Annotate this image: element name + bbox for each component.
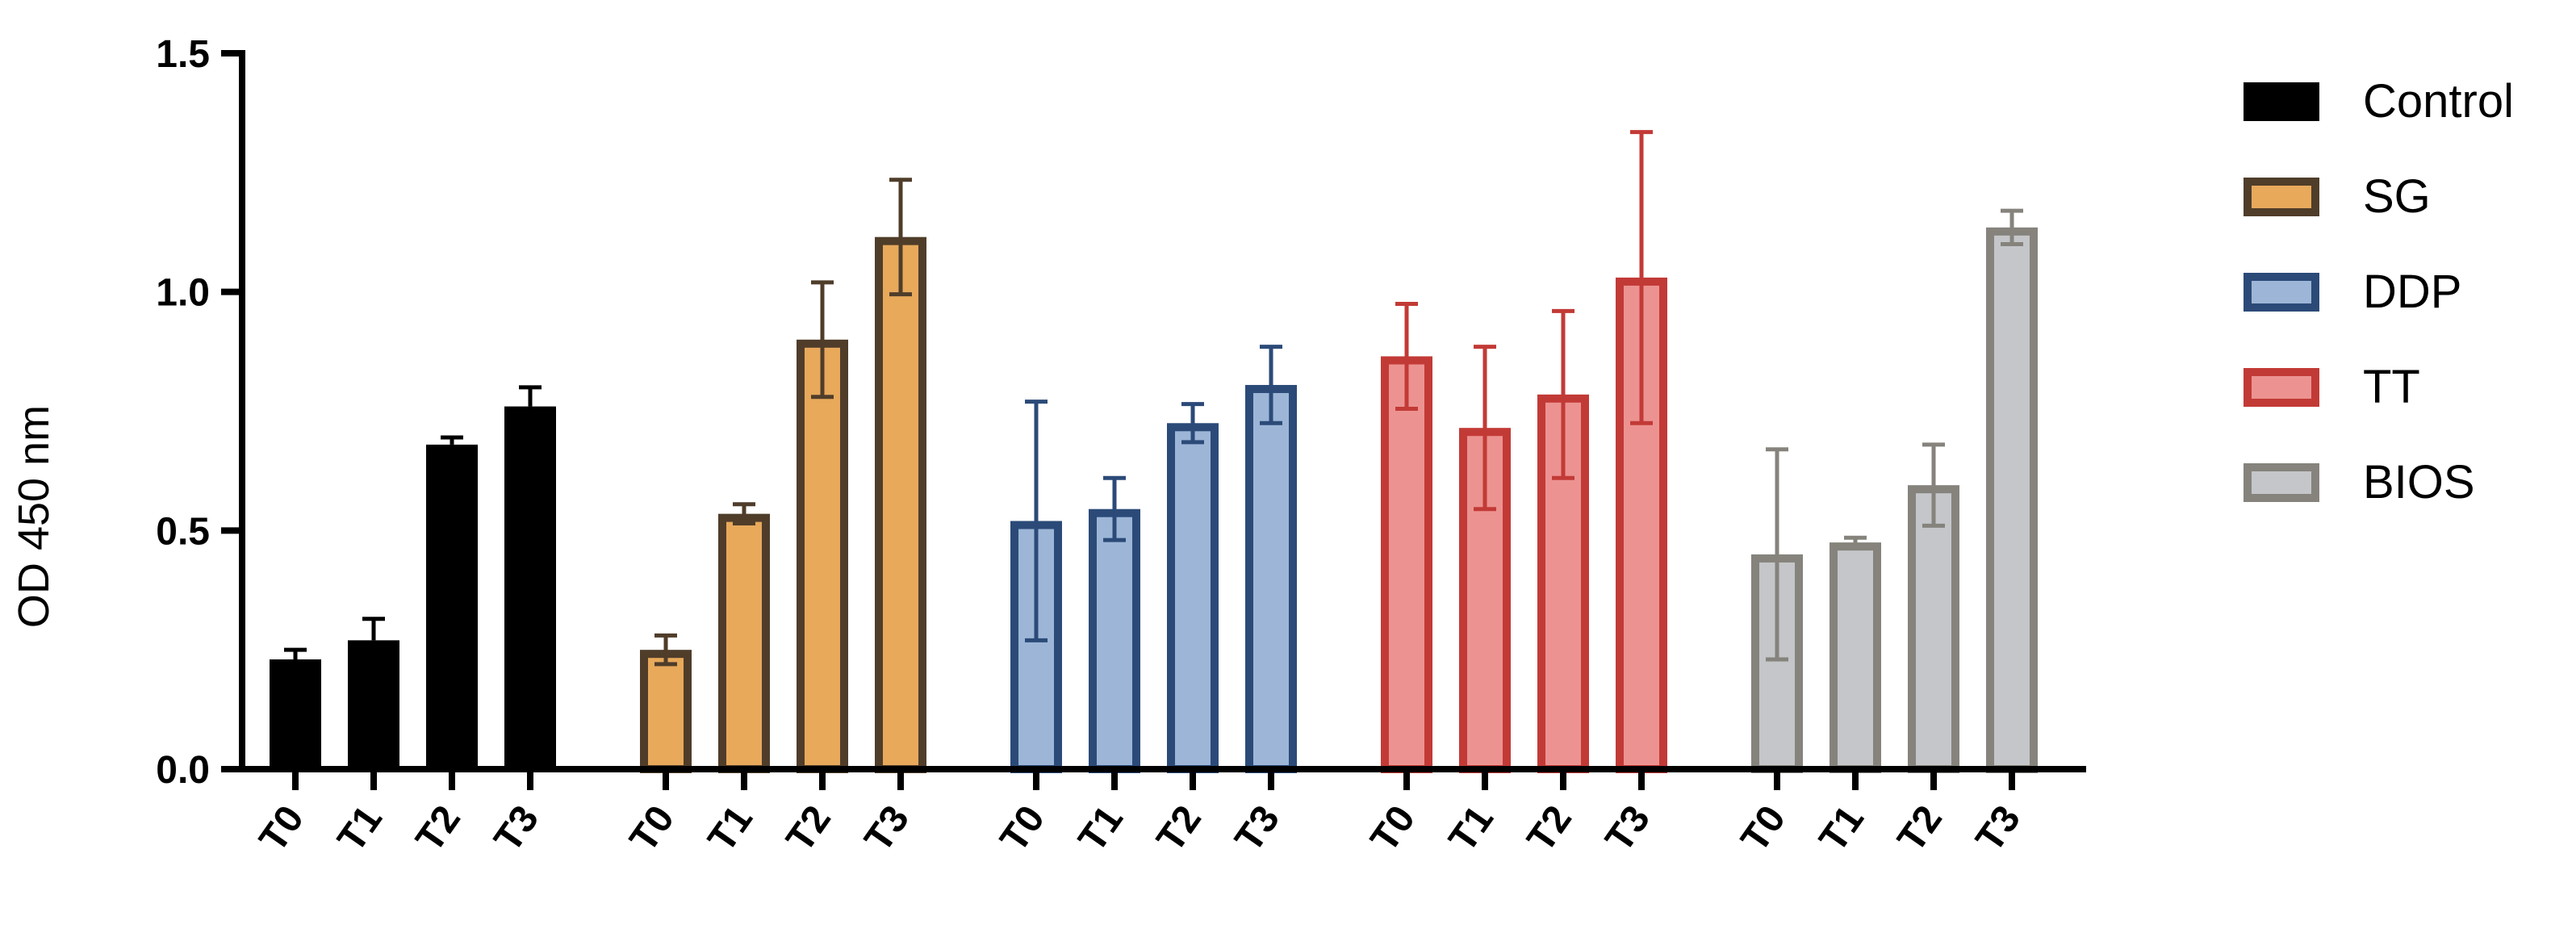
x-tick-label: T1: [1441, 798, 1502, 860]
legend-item-sg: SG: [2244, 170, 2431, 223]
y-axis-label: OD 450 nm: [10, 405, 58, 628]
x-tick-label: T0: [621, 798, 683, 860]
x-tick-label: T2: [1519, 798, 1580, 860]
x-tick-label: T3: [1968, 798, 2029, 860]
x-tick-label: T3: [856, 798, 918, 860]
error-bar-control-t1: [362, 617, 385, 641]
legend-item-bios: BIOS: [2244, 456, 2475, 508]
error-bar-sg-t3: [889, 178, 912, 297]
error-bar-sg-t2: [811, 280, 834, 400]
error-bar-ddp-t0: [1025, 400, 1048, 642]
bar-control-t3: [504, 406, 556, 769]
y-tick-label: 1.5: [156, 33, 210, 76]
series-bios: [1751, 208, 2038, 774]
legend-label: BIOS: [2363, 456, 2475, 508]
error-bar-bios-t2: [1922, 442, 1945, 528]
series-tt: [1381, 130, 1667, 773]
bar-ddp-t2: [1167, 423, 1219, 773]
series-sg: [640, 178, 926, 774]
legend: Control SG DDP TT BIOS: [2244, 75, 2514, 508]
bars-layer: [270, 130, 2038, 774]
bar-sg-t0: [640, 650, 692, 774]
x-tick-label: T1: [1070, 798, 1131, 860]
bar-bios-t1: [1830, 542, 1881, 773]
bar-ddp-t3: [1245, 384, 1297, 773]
x-tick-label: T2: [408, 798, 469, 860]
bar-ddp-t1: [1089, 508, 1140, 773]
error-bar-tt-t3: [1630, 130, 1653, 425]
bar-tt-t0: [1381, 356, 1432, 773]
x-tick-label: T0: [1362, 798, 1424, 860]
x-tick-label: T3: [1597, 798, 1658, 860]
legend-swatch: [2244, 178, 2319, 216]
y-tick-label: 0.5: [156, 510, 210, 553]
error-bar-sg-t0: [654, 633, 677, 667]
error-bar-control-t3: [519, 385, 542, 407]
x-tick-label: T1: [329, 798, 391, 860]
legend-swatch: [2244, 368, 2319, 407]
error-bar-sg-t1: [733, 502, 755, 525]
error-bar-ddp-t2: [1181, 402, 1204, 445]
legend-item-ddp: DDP: [2244, 266, 2461, 318]
error-bar-ddp-t3: [1260, 345, 1282, 425]
error-bar-tt-t2: [1552, 308, 1574, 480]
bar-control-t1: [348, 640, 399, 769]
series-control: [270, 385, 556, 769]
bar-control-t2: [426, 444, 478, 769]
x-tick-label: T1: [700, 798, 761, 860]
x-tick-label: T2: [1889, 798, 1951, 860]
x-tick-label: T0: [251, 798, 312, 860]
legend-swatch: [2244, 463, 2319, 502]
legend-label: TT: [2363, 361, 2420, 413]
error-bar-bios-t3: [2001, 208, 2023, 247]
x-tick-label: T2: [1148, 798, 1210, 860]
y-tick-label: 1.0: [156, 272, 210, 315]
bar-sg-t1: [718, 513, 770, 773]
legend-label: DDP: [2363, 266, 2461, 318]
bar-sg-t3: [875, 236, 926, 773]
legend-label: SG: [2363, 170, 2431, 223]
bar-control-t0: [270, 659, 321, 769]
error-bar-bios-t0: [1766, 447, 1788, 662]
error-bar-ddp-t1: [1103, 475, 1126, 542]
error-bar-tt-t1: [1474, 345, 1496, 512]
legend-swatch: [2244, 82, 2319, 121]
legend-item-control: Control: [2244, 75, 2514, 128]
legend-item-tt: TT: [2244, 361, 2420, 413]
bar-bios-t3: [1986, 227, 2038, 773]
error-bar-control-t2: [441, 435, 463, 445]
x-tick-label: T0: [992, 798, 1053, 860]
bar-bios-t2: [1908, 485, 1959, 773]
x-tick-label: T3: [1227, 798, 1288, 860]
x-tick-label: T3: [486, 798, 547, 860]
legend-swatch: [2244, 273, 2319, 312]
bar-sg-t2: [797, 339, 848, 773]
x-tick-label: T2: [778, 798, 839, 860]
error-bar-bios-t1: [1844, 535, 1867, 550]
x-tick-label: T1: [1811, 798, 1872, 860]
series-ddp: [1010, 345, 1297, 773]
legend-label: Control: [2363, 75, 2514, 128]
error-bar-control-t0: [284, 647, 307, 659]
y-tick-label: 0.0: [156, 749, 210, 792]
x-tick-label: T0: [1733, 798, 1794, 860]
error-bar-tt-t0: [1395, 301, 1418, 412]
